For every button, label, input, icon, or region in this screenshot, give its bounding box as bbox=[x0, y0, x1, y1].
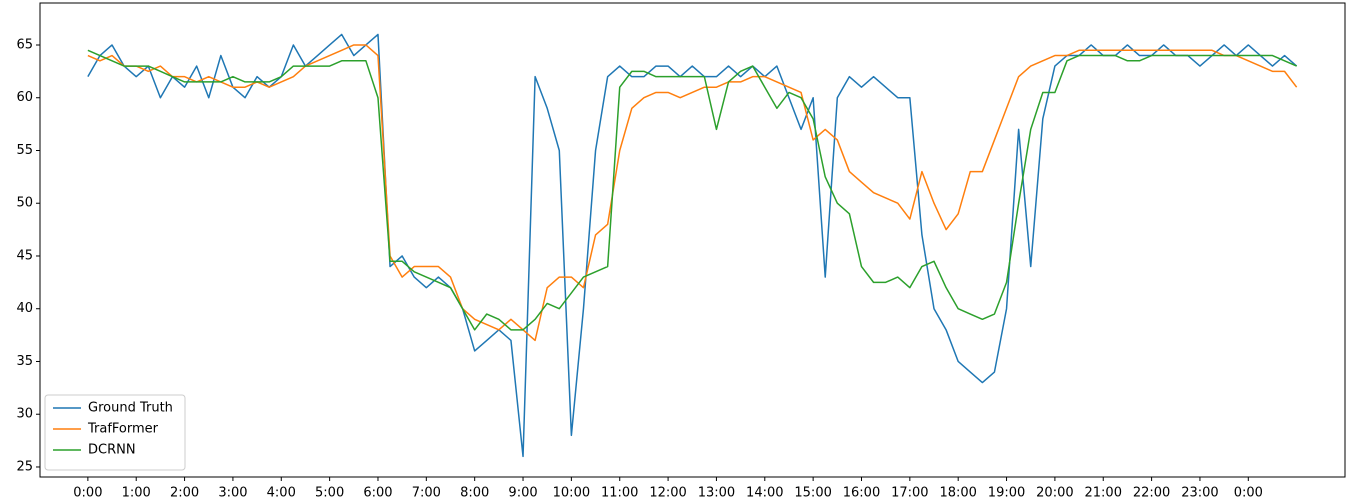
y-tick-label: 45 bbox=[16, 248, 33, 263]
y-tick-label: 30 bbox=[16, 407, 33, 422]
x-tick-label: 18:00 bbox=[939, 486, 976, 501]
y-tick-label: 25 bbox=[16, 459, 33, 474]
x-tick-label: 23:00 bbox=[1181, 486, 1218, 501]
series-line bbox=[87, 33, 1298, 458]
x-tick-label: 0:00 bbox=[73, 486, 102, 501]
plot-frame bbox=[39, 2, 1346, 478]
y-tick-label: 55 bbox=[16, 143, 33, 158]
legend-label: DCRNN bbox=[88, 443, 136, 458]
legend-label: Ground Truth bbox=[88, 401, 173, 416]
series-line bbox=[87, 44, 1298, 342]
x-tick-label: 6:00 bbox=[363, 486, 392, 501]
x-tick-label: 9:00 bbox=[508, 486, 537, 501]
x-tick-label: 13:00 bbox=[698, 486, 735, 501]
x-tick-label: 3:00 bbox=[218, 486, 247, 501]
y-tick-label: 35 bbox=[16, 354, 33, 369]
y-tick-label: 40 bbox=[16, 301, 33, 316]
x-tick-label: 1:00 bbox=[122, 486, 151, 501]
x-tick-label: 19:00 bbox=[988, 486, 1025, 501]
legend: Ground Truth TrafFormer DCRNN bbox=[44, 394, 186, 471]
y-tick-label: 60 bbox=[16, 90, 33, 105]
legend-frame bbox=[44, 394, 186, 471]
x-tick-label: 0:00 bbox=[1234, 486, 1263, 501]
x-tick-label: 7:00 bbox=[412, 486, 441, 501]
series-line bbox=[87, 49, 1297, 331]
x-tick-label: 14:00 bbox=[746, 486, 783, 501]
x-tick-label: 2:00 bbox=[170, 486, 199, 501]
x-tick-label: 21:00 bbox=[1085, 486, 1122, 501]
x-tick-label: 11:00 bbox=[601, 486, 638, 501]
x-tick-label: 10:00 bbox=[553, 486, 590, 501]
x-tick-label: 5:00 bbox=[315, 486, 344, 501]
y-tick-label: 50 bbox=[16, 196, 33, 211]
x-tick-label: 4:00 bbox=[267, 486, 296, 501]
x-tick-label: 15:00 bbox=[794, 486, 831, 501]
legend-label: TrafFormer bbox=[87, 422, 159, 437]
x-tick-label: 20:00 bbox=[1036, 486, 1073, 501]
y-tick-label: 65 bbox=[16, 37, 33, 52]
x-tick-label: 12:00 bbox=[649, 486, 686, 501]
x-tick-label: 8:00 bbox=[460, 486, 489, 501]
x-tick-label: 16:00 bbox=[843, 486, 880, 501]
x-tick-label: 22:00 bbox=[1133, 486, 1170, 501]
x-tick-label: 17:00 bbox=[891, 486, 928, 501]
